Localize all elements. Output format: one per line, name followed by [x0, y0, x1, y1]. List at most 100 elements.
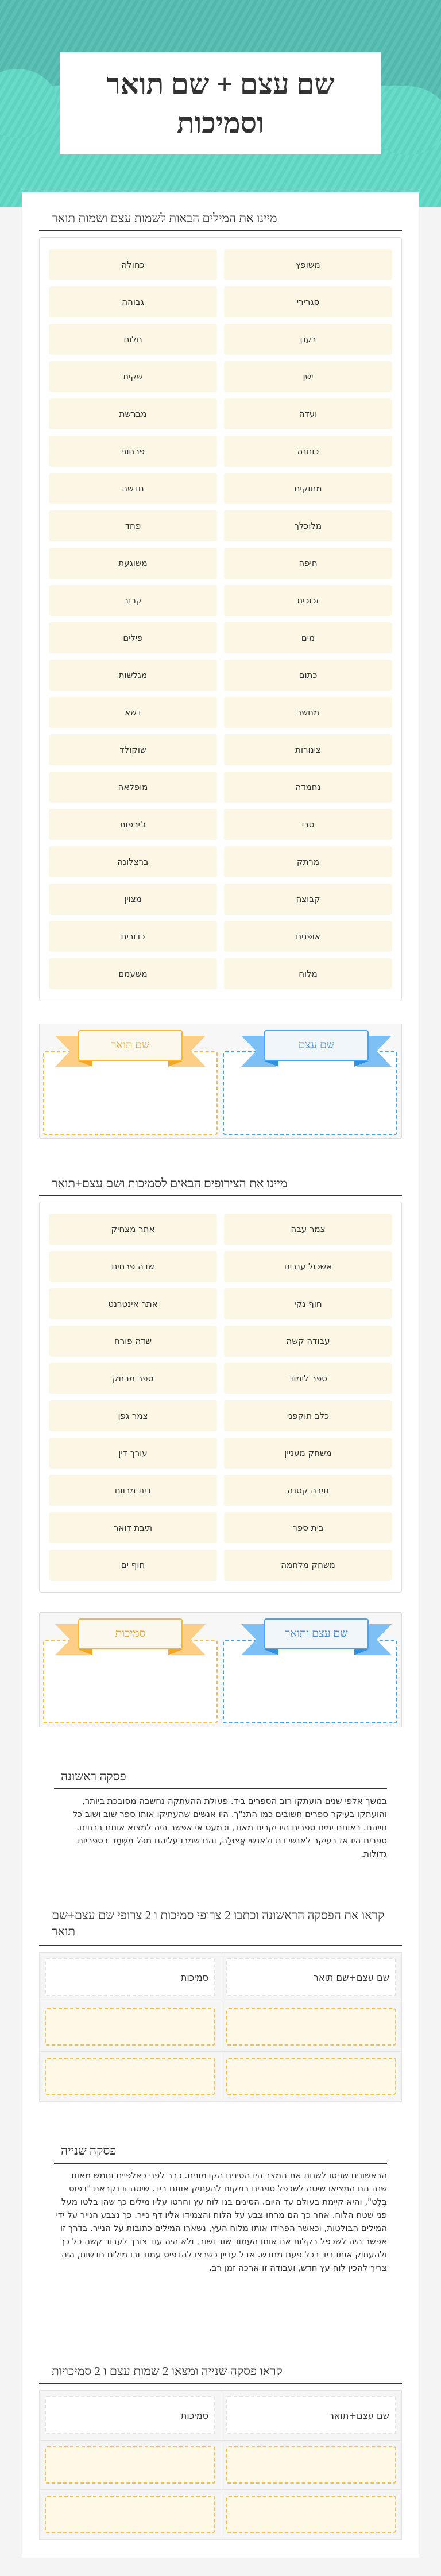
- word-card[interactable]: כותנה: [224, 436, 392, 467]
- word-card[interactable]: פרחוני: [49, 436, 217, 467]
- column-header-label: סמיכות: [45, 2396, 215, 2434]
- phrase-card[interactable]: עבודה קשה: [224, 1326, 392, 1357]
- word-card[interactable]: סגרירי: [224, 286, 392, 317]
- word-card[interactable]: משופץ: [224, 249, 392, 280]
- word-card[interactable]: משוגעת: [49, 548, 217, 579]
- ribbon-label: סמיכות: [55, 1618, 206, 1655]
- word-card[interactable]: שקית: [49, 361, 217, 392]
- question1-heading: קראו את הפסקה הראשונה וכתבו 2 צרופי סמיכ…: [39, 1907, 402, 1946]
- word-card[interactable]: מחשב: [224, 697, 392, 728]
- answer-drop-box[interactable]: [45, 2058, 215, 2095]
- word-card[interactable]: ישן: [224, 361, 392, 392]
- phrase-grid: צמר עבה אתר מצחיק אשכול ענבים שדה פרחים חוף …: [49, 1214, 392, 1581]
- phrase-card[interactable]: חוף נקי: [224, 1288, 392, 1319]
- section1-word-bank: משופץ כחולה סגרירי גבוהה רענן חלום ישן שקית ועדה…: [39, 237, 402, 1001]
- word-card[interactable]: פחד: [49, 510, 217, 541]
- bin-label-adjective: שם תואר: [78, 1030, 183, 1061]
- phrase-card[interactable]: משחק מעניין: [224, 1438, 392, 1469]
- phrase-card[interactable]: בית מרווח: [49, 1475, 217, 1506]
- word-card[interactable]: משעמם: [49, 958, 217, 989]
- word-card[interactable]: רענן: [224, 324, 392, 355]
- section1-heading: מיינו את המילים הבאות לשמות עצם ושמות תו…: [39, 210, 402, 231]
- section2-phrase-bank: צמר עבה אתר מצחיק אשכול ענבים שדה פרחים חוף …: [39, 1202, 402, 1593]
- answer-cell: [220, 2052, 401, 2101]
- word-card[interactable]: מרתק: [224, 846, 392, 877]
- word-card[interactable]: מברשת: [49, 398, 217, 429]
- word-card[interactable]: מצוין: [49, 884, 217, 915]
- word-card[interactable]: פילים: [49, 622, 217, 653]
- word-card[interactable]: קבוצה: [224, 884, 392, 915]
- paragraph2-text: הראשונים שניסו לשנות את המצב היו הסינים …: [56, 2170, 387, 2273]
- phrase-card[interactable]: תיבת דואר: [49, 1512, 217, 1543]
- paragraph2-heading: פסקה שנייה: [54, 2143, 387, 2164]
- paragraph1-heading: פסקה ראשונה: [54, 1768, 387, 1789]
- phrase-card[interactable]: אתר מצחיק: [49, 1214, 217, 1245]
- word-card[interactable]: מלוח: [224, 958, 392, 989]
- word-card[interactable]: מתוקים: [224, 473, 392, 504]
- phrase-card[interactable]: כלב תוקפני: [224, 1400, 392, 1431]
- phrase-card[interactable]: צמר עבה: [224, 1214, 392, 1245]
- word-card[interactable]: כתום: [224, 660, 392, 691]
- word-card[interactable]: חיפה: [224, 548, 392, 579]
- word-card[interactable]: כדורים: [49, 921, 217, 952]
- word-card[interactable]: מלוכלך: [224, 510, 392, 541]
- word-card[interactable]: צינורות: [224, 734, 392, 765]
- word-card[interactable]: טרי: [224, 809, 392, 840]
- answer-cell: [40, 2002, 220, 2052]
- column-header: סמיכות: [40, 2391, 220, 2441]
- question1-answer-table: שם עצם+שם תואר סמיכות: [39, 1952, 402, 2102]
- phrase-card[interactable]: שדה פורח: [49, 1326, 217, 1357]
- word-card[interactable]: שוקולד: [49, 734, 217, 765]
- word-card[interactable]: אופנים: [224, 921, 392, 952]
- phrase-card[interactable]: ספר מרתק: [49, 1363, 217, 1394]
- ribbon-label: שם תואר: [55, 1030, 206, 1067]
- page-title: שם עצם + שם תואר וסמיכות: [60, 52, 381, 154]
- word-card[interactable]: קרוב: [49, 585, 217, 616]
- phrase-card[interactable]: חוף ים: [49, 1550, 217, 1581]
- phrase-card[interactable]: משחק מלחמה: [224, 1550, 392, 1581]
- answer-drop-box[interactable]: [226, 2058, 396, 2095]
- answer-cell: [220, 2002, 401, 2052]
- word-card[interactable]: נחמדה: [224, 772, 392, 803]
- phrase-card[interactable]: אתר אינטרנט: [49, 1288, 217, 1319]
- answer-drop-box[interactable]: [45, 2496, 215, 2533]
- phrase-card[interactable]: צמר גפן: [49, 1400, 217, 1431]
- word-card[interactable]: ועדה: [224, 398, 392, 429]
- section2-sort-area: שם עצם ותואר סמיכות: [39, 1612, 402, 1727]
- word-card[interactable]: מופלאה: [49, 772, 217, 803]
- section1-sort-area: שם עצם שם תואר: [39, 1024, 402, 1139]
- word-card[interactable]: מים: [224, 622, 392, 653]
- phrase-card[interactable]: תיבה קטנה: [224, 1475, 392, 1506]
- answer-cell: [40, 2052, 220, 2101]
- word-card[interactable]: מגלשות: [49, 660, 217, 691]
- word-card[interactable]: חדשה: [49, 473, 217, 504]
- answer-drop-box[interactable]: [45, 2446, 215, 2484]
- word-card[interactable]: חלום: [49, 324, 217, 355]
- phrase-card[interactable]: עורך דין: [49, 1438, 217, 1469]
- word-card[interactable]: זכוכית: [224, 585, 392, 616]
- column-header-label: שם עצם+שם תואר: [226, 1958, 396, 1996]
- phrase-card[interactable]: ספר לימוד: [224, 1363, 392, 1394]
- section2-heading: מיינו את הצירופים הבאים לסמיכות ושם עצם+…: [39, 1175, 402, 1196]
- answer-drop-box[interactable]: [226, 2008, 396, 2046]
- bin-label-construct: סמיכות: [78, 1618, 183, 1649]
- word-card[interactable]: גבוהה: [49, 286, 217, 317]
- word-card[interactable]: דשא: [49, 697, 217, 728]
- column-header: סמיכות: [40, 1953, 220, 2002]
- answer-drop-box[interactable]: [226, 2446, 396, 2484]
- phrase-card[interactable]: שדה פרחים: [49, 1251, 217, 1282]
- word-card[interactable]: ג'ירפות: [49, 809, 217, 840]
- phrase-card[interactable]: אשכול ענבים: [224, 1251, 392, 1282]
- answer-cell: [220, 2441, 401, 2490]
- paragraph1-text: במשך אלפי שנים הועתקו רוב הספרים ביד. פע…: [72, 1796, 387, 1859]
- answer-cell: [40, 2441, 220, 2490]
- answer-drop-box[interactable]: [45, 2008, 215, 2046]
- word-card[interactable]: ברצלונה: [49, 846, 217, 877]
- phrase-card[interactable]: בית ספר: [224, 1512, 392, 1543]
- word-card[interactable]: כחולה: [49, 249, 217, 280]
- answer-drop-box[interactable]: [226, 2496, 396, 2533]
- bin-label-noun: שם עצם: [264, 1030, 369, 1061]
- ribbon-label: שם עצם: [241, 1030, 392, 1067]
- column-header-label: שם עצם+תואר: [226, 2396, 396, 2434]
- column-header-label: סמיכות: [45, 1958, 215, 1996]
